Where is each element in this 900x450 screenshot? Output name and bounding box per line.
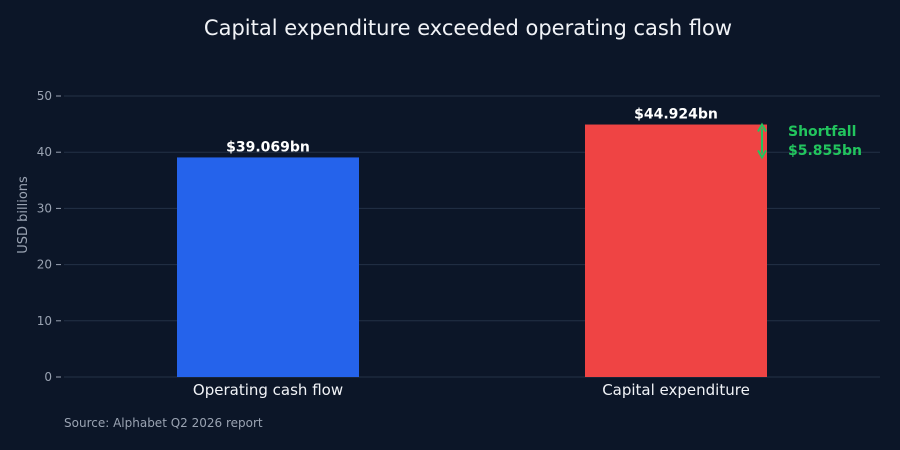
y-tick-label: 40	[37, 145, 52, 159]
y-tick-label: 20	[37, 258, 52, 272]
x-tick-label: Operating cash flow	[193, 381, 343, 399]
annotation-value: $5.855bn	[788, 143, 862, 159]
x-tick-label: Capital expenditure	[602, 381, 750, 399]
annotation-label: Shortfall	[788, 124, 856, 140]
bar	[177, 157, 359, 377]
chart-title: Capital expenditure exceeded operating c…	[204, 16, 732, 40]
y-tick-label: 30	[37, 201, 52, 215]
y-tick-label: 10	[37, 314, 52, 328]
y-axis-label: USD billions	[16, 176, 31, 254]
labels-layer: 0 10 20 30 40 50 $39.069bn Operating cash flow $…	[37, 89, 750, 399]
shortfall-annotation: Shortfall $5.855bn	[757, 122, 862, 160]
data-label: $44.924bn	[634, 107, 718, 123]
arrow-up-icon	[757, 122, 767, 133]
bars-layer	[177, 124, 767, 377]
bar	[585, 124, 767, 377]
source-note: Source: Alphabet Q2 2026 report	[64, 416, 263, 430]
y-tick-label: 50	[37, 89, 52, 103]
arrow-down-icon	[757, 149, 767, 160]
y-tick-label: 0	[44, 370, 52, 384]
data-label: $39.069bn	[226, 139, 310, 155]
